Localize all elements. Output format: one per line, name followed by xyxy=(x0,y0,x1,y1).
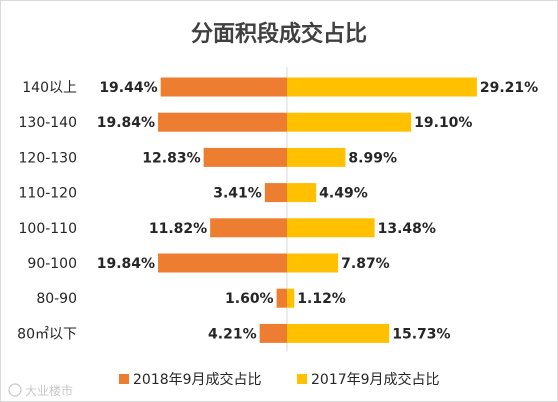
bar-2017 xyxy=(287,323,390,343)
legend-item: 2018年9月成交占比 xyxy=(119,371,262,388)
chart-title: 分面积段成交占比 xyxy=(191,21,367,47)
legend-item: 2017年9月成交占比 xyxy=(297,371,440,388)
data-label-2017: 8.99% xyxy=(348,150,397,166)
data-label-2018: 19.44% xyxy=(99,80,157,96)
bar-2018 xyxy=(259,323,287,343)
chart-row: 130-140 19.84% 19.10% xyxy=(19,112,472,132)
category-label: 100-110 xyxy=(19,221,78,237)
chart-row: 120-130 12.83% 8.99% xyxy=(19,147,397,167)
watermark: 大业楼市 xyxy=(8,383,73,398)
category-label: 120-130 xyxy=(19,150,78,166)
bar-2018 xyxy=(158,112,287,132)
bar-2017 xyxy=(287,288,295,308)
data-label-2017: 19.10% xyxy=(414,115,472,131)
chart-row: 140以上 19.44% 29.21% xyxy=(22,77,538,97)
data-label-2017: 7.87% xyxy=(341,256,390,272)
bar-2018 xyxy=(203,147,287,167)
legend: 2018年9月成交占比 2017年9月成交占比 xyxy=(119,371,440,388)
data-label-2017: 1.12% xyxy=(297,291,346,307)
bar-2017 xyxy=(287,253,339,273)
data-label-2018: 1.60% xyxy=(225,291,274,307)
bar-2017 xyxy=(287,77,477,97)
bar-2018 xyxy=(210,218,287,238)
category-label: 80㎡以下 xyxy=(17,326,77,342)
legend-swatch xyxy=(297,374,307,384)
data-label-2017: 29.21% xyxy=(480,80,538,96)
watermark-icon xyxy=(8,383,22,397)
category-label: 130-140 xyxy=(19,115,78,131)
watermark-text: 大业楼市 xyxy=(25,383,73,398)
bar-2018 xyxy=(276,288,287,308)
bar-2017 xyxy=(287,218,375,238)
chart-row: 110-120 3.41% 4.49% xyxy=(19,183,368,203)
data-label-2017: 4.49% xyxy=(319,186,368,202)
bar-2017 xyxy=(287,183,317,203)
chart-row: 90-100 19.84% 7.87% xyxy=(27,253,390,273)
legend-swatch xyxy=(119,374,129,384)
category-label: 110-120 xyxy=(19,186,78,202)
data-label-2018: 4.21% xyxy=(208,326,257,342)
plot-area: 140以上 19.44% 29.21% 130-140 19.84% 19.10% 120-… xyxy=(17,67,538,352)
data-label-2017: 13.48% xyxy=(378,221,436,237)
bar-2018 xyxy=(160,77,287,97)
chart-row: 80-90 1.60% 1.12% xyxy=(36,288,346,308)
data-label-2018: 19.84% xyxy=(97,115,155,131)
data-label-2017: 15.73% xyxy=(392,326,450,342)
category-label: 80-90 xyxy=(36,291,77,307)
chart-row: 100-110 11.82% 13.48% xyxy=(19,218,436,238)
legend-label: 2018年9月成交占比 xyxy=(133,371,262,388)
bar-2018 xyxy=(158,253,287,273)
legend-label: 2017年9月成交占比 xyxy=(311,371,440,388)
data-label-2018: 3.41% xyxy=(213,186,262,202)
data-label-2018: 11.82% xyxy=(149,221,207,237)
data-label-2018: 19.84% xyxy=(97,256,155,272)
category-label: 90-100 xyxy=(27,256,77,272)
category-label: 140以上 xyxy=(22,80,77,96)
chart-row: 80㎡以下 4.21% 15.73% xyxy=(17,323,451,343)
data-label-2018: 12.83% xyxy=(142,150,200,166)
bar-2017 xyxy=(287,112,412,132)
bar-2018 xyxy=(264,183,287,203)
bar-2017 xyxy=(287,147,346,167)
